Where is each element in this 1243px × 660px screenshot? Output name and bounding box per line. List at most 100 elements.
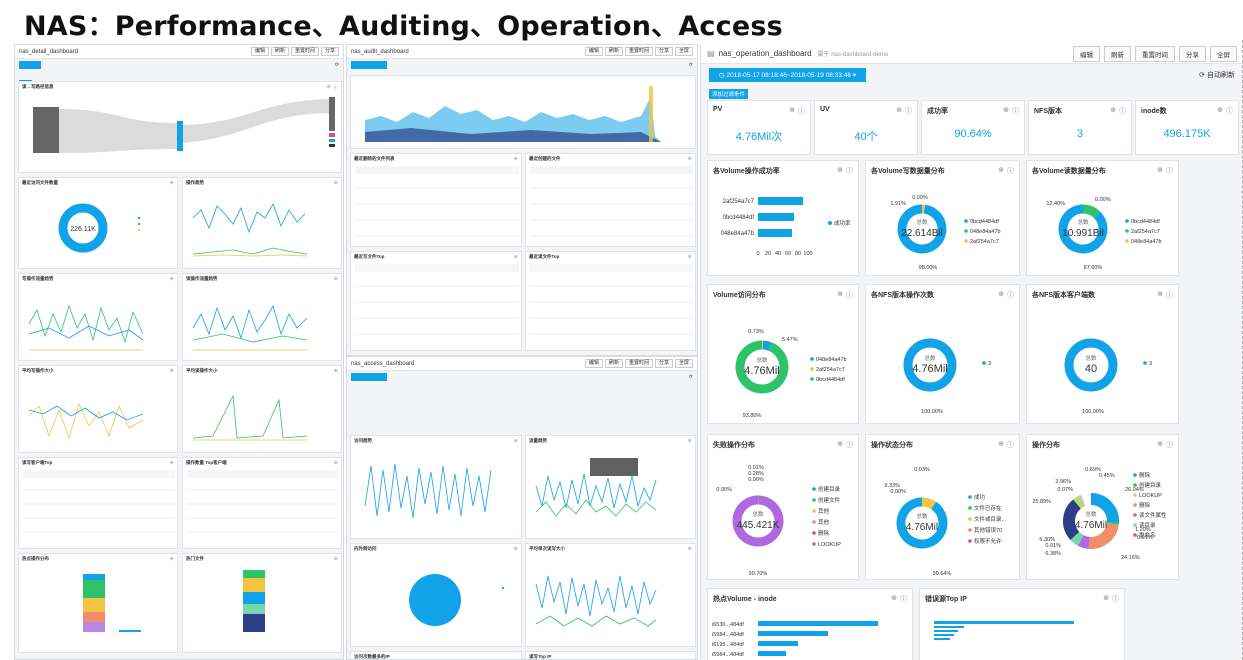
zoom-icon[interactable]: ⊕ [1110, 107, 1116, 114]
zoom-icon[interactable]: ⊕ [169, 276, 174, 282]
toolbar-button[interactable]: 刷新 [270, 47, 289, 56]
info-icon[interactable]: ⓘ [1166, 292, 1173, 299]
share-button[interactable]: 分享 [1179, 45, 1206, 62]
toolbar-button[interactable]: 重置时间 [624, 359, 653, 368]
zoom-icon[interactable]: ⊕ [333, 460, 338, 466]
legend-swatch [982, 361, 986, 365]
zoom-icon[interactable]: ⊕ [1103, 595, 1109, 602]
info-icon[interactable]: ⓘ [1119, 108, 1126, 115]
zoom-icon[interactable]: ⊕ [998, 167, 1004, 174]
zoom-icon[interactable]: ⊕ [513, 546, 518, 552]
zoom-icon[interactable]: ⊕ [891, 595, 897, 602]
zoom-icon[interactable]: ⊕ [837, 167, 843, 174]
info-icon[interactable]: ⓘ [905, 108, 912, 115]
series-line [535, 615, 657, 627]
zoom-icon[interactable]: ⊕ [169, 556, 174, 562]
tooltip [590, 458, 638, 476]
donut-percent-label: 3.96% [1055, 479, 1071, 485]
table-header [355, 166, 519, 174]
toolbar-button[interactable]: 分享 [654, 359, 673, 368]
zoom-icon[interactable]: ⊕ [1157, 167, 1163, 174]
bar-category-label: i5984...484df [712, 652, 744, 658]
zoom-icon[interactable]: ⊕ [687, 156, 692, 162]
toolbar-button[interactable]: 重置时间 [624, 47, 653, 56]
panel-title: 读写Top IP [529, 654, 552, 659]
zoom-icon[interactable]: ⊕ [333, 556, 338, 562]
info-icon[interactable]: ⓘ [1166, 168, 1173, 175]
volume-access-dist-panel: Volume访问分布 ⊕ ⓘ 总数 4.76Mil 0.73% 5.47% 93.80% 04… [707, 284, 859, 424]
fullscreen-button[interactable]: 全屏 [1210, 45, 1237, 62]
zoom-icon[interactable]: ⊕ [687, 438, 692, 444]
refresh-icon[interactable]: ⟳ [334, 62, 339, 68]
zoom-icon[interactable]: ⊕ [1157, 291, 1163, 298]
info-icon[interactable]: ⓘ [1226, 108, 1233, 115]
zoom-icon[interactable]: ⊕ [513, 438, 518, 444]
kpi-nfs-version: NFS版本 ⊕ ⓘ 3 [1028, 100, 1132, 155]
donut-percent-label: 0.07% [1057, 487, 1073, 493]
bar [758, 229, 792, 237]
zoom-icon[interactable]: ⊕ [687, 546, 692, 552]
zoom-icon[interactable]: ⊕ [169, 180, 174, 186]
info-icon[interactable]: ⓘ [1166, 442, 1173, 449]
toolbar-button[interactable]: 分享 [654, 47, 673, 56]
auto-refresh-toggle[interactable]: ⟳ 自动刷新 [1199, 70, 1235, 80]
series-line [535, 473, 657, 509]
time-range-picker[interactable]: ◷ 2018-05-17 08:18:46~2018-05-19 08:33:4… [709, 68, 867, 82]
add-filter-button[interactable]: 添加过滤条件 [709, 89, 749, 99]
zoom-icon[interactable]: ⊕ [998, 291, 1004, 298]
toolbar-button[interactable]: 全屏 [674, 359, 693, 368]
reset-time-button[interactable]: 重置时间 [1135, 45, 1175, 62]
zoom-icon[interactable]: ⊕ [513, 156, 518, 162]
toolbar-button[interactable]: 编辑 [250, 47, 269, 56]
toolbar-button[interactable]: 重置时间 [290, 47, 319, 56]
panel-title: 失败操作分布 [713, 442, 755, 449]
info-icon[interactable]: ⓘ [900, 596, 907, 603]
zoom-icon[interactable]: ⊕ [333, 276, 338, 282]
info-icon[interactable]: ⓘ [846, 168, 853, 175]
info-icon[interactable]: ⓘ [846, 442, 853, 449]
zoom-icon[interactable]: ⊕ [789, 107, 795, 114]
zoom-icon[interactable]: ⊕ [326, 84, 331, 90]
toolbar-button[interactable]: 分享 [320, 47, 339, 56]
zoom-icon[interactable]: ⊕ [896, 107, 902, 114]
toolbar-button[interactable]: 编辑 [584, 359, 603, 368]
info-icon[interactable]: ⓘ [1112, 596, 1119, 603]
sankey-target [329, 144, 335, 147]
zoom-icon[interactable]: ⊕ [333, 180, 338, 186]
info-icon[interactable]: ⓘ [1007, 442, 1014, 449]
info-icon[interactable]: ⓘ [332, 85, 338, 91]
dashboard-icon: ▤ [707, 49, 715, 58]
zoom-icon[interactable]: ⊕ [998, 441, 1004, 448]
info-icon[interactable]: ⓘ [1007, 168, 1014, 175]
info-icon[interactable]: ⓘ [798, 108, 805, 115]
refresh-icon[interactable]: ⟳ [688, 374, 693, 380]
donut-percent-label: 0.00% [716, 487, 732, 493]
zoom-icon[interactable]: ⊕ [513, 254, 518, 260]
refresh-button[interactable]: 刷新 [1104, 45, 1131, 62]
zoom-icon[interactable]: ⊕ [1157, 441, 1163, 448]
legend-label: 其他 [818, 518, 830, 526]
info-icon[interactable]: ⓘ [1012, 108, 1019, 115]
toolbar-button[interactable]: 全屏 [674, 47, 693, 56]
time-range-pill[interactable] [19, 61, 41, 69]
zoom-icon[interactable]: ⊕ [169, 460, 174, 466]
info-icon[interactable]: ⓘ [846, 292, 853, 299]
avg-write-size-panel: 平均写操作大小 ⊕ [18, 365, 178, 453]
toolbar-button[interactable]: 刷新 [604, 47, 623, 56]
info-icon[interactable]: ⓘ [1007, 292, 1014, 299]
time-range-pill[interactable] [351, 373, 387, 381]
edit-button[interactable]: 编辑 [1073, 45, 1100, 62]
zoom-icon[interactable]: ⊕ [333, 368, 338, 374]
area-series [365, 128, 661, 142]
series-line [192, 333, 308, 343]
toolbar-button[interactable]: 编辑 [584, 47, 603, 56]
zoom-icon[interactable]: ⊕ [687, 254, 692, 260]
zoom-icon[interactable]: ⊕ [837, 291, 843, 298]
zoom-icon[interactable]: ⊕ [1003, 107, 1009, 114]
toolbar-button[interactable]: 刷新 [604, 359, 623, 368]
zoom-icon[interactable]: ⊕ [1217, 107, 1223, 114]
zoom-icon[interactable]: ⊕ [837, 441, 843, 448]
zoom-icon[interactable]: ⊕ [169, 368, 174, 374]
time-range-pill[interactable] [351, 61, 387, 69]
refresh-icon[interactable]: ⟳ [688, 62, 693, 68]
